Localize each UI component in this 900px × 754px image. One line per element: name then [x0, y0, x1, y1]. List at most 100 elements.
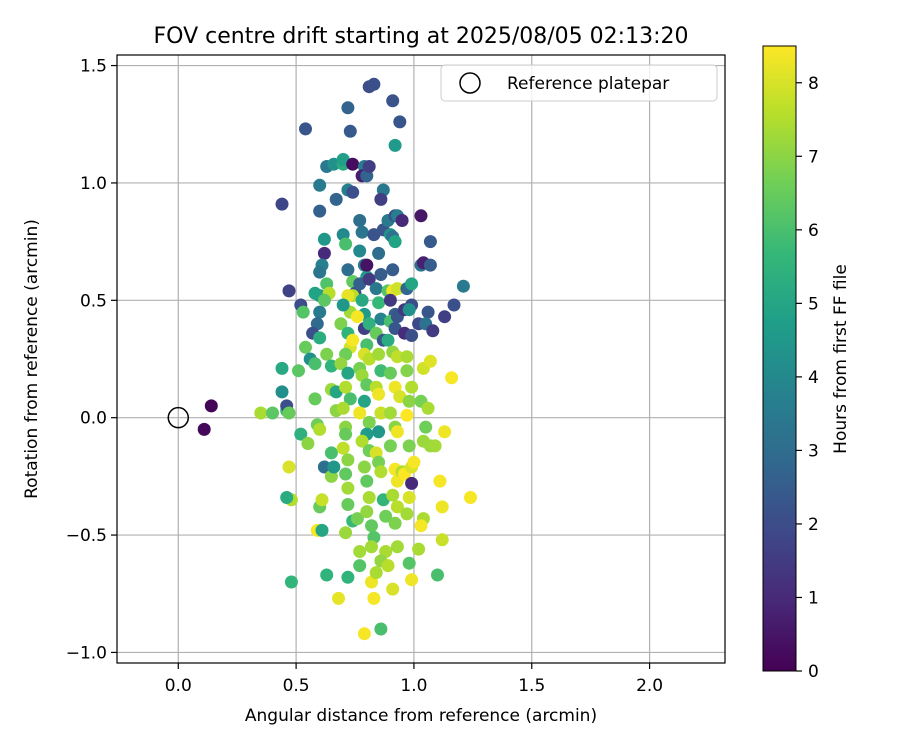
data-point: [204, 399, 218, 413]
data-point: [414, 209, 428, 223]
data-point: [308, 392, 322, 406]
legend-box: [440, 64, 718, 102]
data-point: [388, 138, 402, 152]
data-point: [299, 122, 312, 136]
data-point: [423, 258, 437, 272]
data-point: [386, 263, 400, 277]
data-point: [313, 331, 327, 345]
colorbar-tick-label: 8: [808, 74, 819, 94]
data-point: [372, 296, 386, 310]
data-point: [317, 293, 331, 307]
data-point: [421, 401, 435, 415]
data-point: [317, 246, 331, 260]
data-point: [414, 519, 428, 533]
data-point: [402, 556, 416, 570]
data-point: [456, 279, 470, 293]
data-point: [339, 467, 353, 481]
x-tick-label: 0.0: [165, 676, 192, 696]
data-point: [275, 197, 289, 211]
data-point: [405, 277, 419, 291]
data-point: [346, 185, 360, 199]
chart-title: FOV centre drift starting at 2025/08/05 …: [154, 24, 689, 49]
colorbar-tick-label: 1: [808, 588, 819, 608]
colorbar-label: Hours from first FF file: [831, 264, 851, 454]
x-axis: 0.0 0.5 1.0 1.5 2.0: [165, 663, 663, 696]
data-point: [334, 317, 348, 331]
data-point: [390, 282, 404, 296]
data-point: [365, 519, 378, 533]
data-point: [374, 406, 388, 420]
data-point: [353, 214, 367, 227]
data-point: [355, 293, 369, 307]
data-point: [339, 427, 353, 441]
data-point: [464, 491, 477, 504]
data-point: [313, 305, 327, 319]
data-point: [388, 235, 402, 249]
y-tick-label: 1.5: [80, 57, 107, 77]
data-point: [350, 512, 364, 526]
data-point: [390, 350, 404, 364]
data-point: [428, 439, 442, 453]
data-point: [433, 474, 447, 488]
y-tick-label: 1.0: [80, 174, 107, 194]
y-tick-label: −1.0: [66, 643, 107, 663]
legend: Reference platepar: [440, 64, 718, 102]
data-point: [381, 333, 395, 347]
y-tick-label: −0.5: [66, 526, 107, 546]
data-point: [292, 364, 305, 378]
data-point: [317, 232, 331, 246]
data-point: [438, 310, 452, 324]
data-point: [254, 406, 268, 420]
data-point: [343, 124, 357, 138]
data-point: [386, 94, 400, 108]
data-point: [372, 347, 386, 361]
data-point: [374, 268, 388, 281]
data-point: [402, 491, 416, 504]
y-axis-label: Rotation from reference (arcmin): [22, 219, 42, 499]
colorbar: [762, 45, 797, 672]
data-point: [299, 340, 312, 354]
data-point: [381, 559, 395, 573]
data-point: [353, 244, 367, 258]
data-point: [435, 500, 449, 514]
data-point: [405, 573, 419, 587]
data-point: [339, 526, 353, 540]
data-point: [350, 310, 364, 324]
data-point: [315, 493, 329, 507]
data-point: [284, 575, 298, 589]
data-point: [339, 380, 353, 394]
data-point: [419, 420, 433, 434]
data-point: [360, 474, 374, 488]
data-point: [402, 303, 416, 317]
data-point: [282, 406, 296, 420]
data-point: [275, 361, 289, 375]
data-point: [339, 237, 353, 251]
data-point: [360, 505, 374, 519]
data-point: [421, 305, 435, 319]
data-point: [407, 455, 421, 469]
data-point: [332, 591, 345, 605]
data-point: [383, 293, 397, 307]
colorbar-tick-label: 7: [808, 147, 819, 167]
data-point: [282, 284, 296, 298]
colorbar-ticks: 0 1 2 3 4 5 6 7 8: [796, 74, 819, 682]
data-point: [275, 385, 289, 399]
colorbar-tick-label: 6: [808, 221, 819, 241]
data-point: [369, 566, 383, 580]
data-point: [362, 272, 376, 286]
y-tick-label: 0.0: [80, 409, 107, 429]
data-point: [313, 178, 327, 192]
data-point: [343, 392, 357, 406]
data-point: [346, 157, 360, 171]
data-point: [400, 507, 414, 521]
data-point: [383, 406, 397, 420]
data-point: [313, 265, 327, 279]
data-point: [341, 101, 355, 115]
data-point: [320, 347, 334, 361]
data-point: [308, 286, 322, 300]
data-point: [367, 77, 381, 91]
reference-layer: [167, 406, 190, 429]
data-point: [336, 401, 350, 415]
